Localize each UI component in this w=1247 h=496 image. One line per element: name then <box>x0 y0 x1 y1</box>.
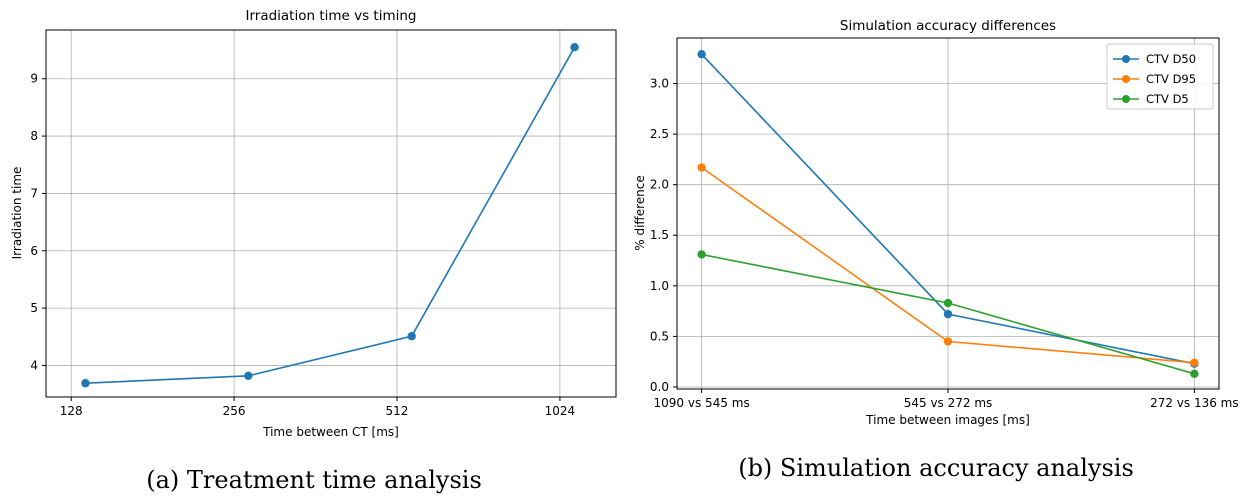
chart-title: Irradiation time vs timing <box>245 8 416 24</box>
x-tick-label: 272 vs 136 ms <box>1150 396 1239 410</box>
x-tick-label: 512 <box>386 404 409 418</box>
y-axis-label: % difference <box>633 175 647 250</box>
plot-area-frame <box>45 29 617 398</box>
data-point <box>697 163 706 172</box>
data-point <box>81 379 90 388</box>
data-point <box>943 309 953 319</box>
x-axis-label: Time between images [ms] <box>865 413 1030 427</box>
legend: CTV D50 CTV D95 CTV D5 <box>1106 43 1214 110</box>
legend-marker <box>1122 95 1130 103</box>
y-tick-label: 2.0 <box>650 178 669 192</box>
data-point <box>1190 358 1199 367</box>
y-tick-label: 0.0 <box>650 380 669 394</box>
legend-box <box>1106 43 1214 110</box>
y-tick-label: 6 <box>30 244 38 258</box>
legend-label: CTV D95 <box>1146 72 1196 86</box>
y-tick-label: 2.5 <box>650 127 669 141</box>
x-axis-label: Time between CT [ms] <box>262 425 399 439</box>
chart-title: Simulation accuracy differences <box>840 18 1056 34</box>
data-point <box>943 337 953 346</box>
data-point <box>407 332 416 341</box>
x-tick-label: 545 vs 272 ms <box>904 396 993 410</box>
data-point <box>570 43 579 52</box>
x-tick-label: 1024 <box>545 404 576 418</box>
y-tick-label: 3.0 <box>650 77 669 91</box>
y-tick-label: 1.0 <box>650 279 669 293</box>
x-tick-label: 256 <box>223 404 246 418</box>
chart-irradiation-time: 128 256 512 1024 4 5 6 7 8 9 Irradiation time vs … <box>10 8 617 494</box>
data-point <box>697 250 706 259</box>
legend-label: CTV D5 <box>1146 92 1189 106</box>
data-point <box>1190 369 1199 379</box>
y-tick-label: 4 <box>30 358 38 372</box>
y-tick-label: 1.5 <box>650 228 669 242</box>
figure-caption: (a) Treatment time analysis <box>146 466 482 494</box>
y-tick-label: 5 <box>30 301 38 315</box>
data-point <box>697 49 706 59</box>
legend-label: CTV D50 <box>1146 52 1196 66</box>
y-tick-label: 7 <box>30 186 38 200</box>
figure-caption: (b) Simulation accuracy analysis <box>738 454 1134 482</box>
y-tick-label: 9 <box>30 72 38 86</box>
y-axis-label: Irradiation time <box>10 167 24 260</box>
legend-marker <box>1122 75 1130 83</box>
legend-marker <box>1122 55 1130 63</box>
data-point <box>943 298 953 308</box>
y-tick-label: 0.5 <box>650 329 669 343</box>
chart-simulation-accuracy: 1090 vs 545 ms 545 vs 272 ms 272 vs 136 ms… <box>633 18 1239 482</box>
x-tick-label: 1090 vs 545 ms <box>654 396 750 410</box>
data-point <box>244 371 253 380</box>
y-tick-label: 8 <box>30 129 38 143</box>
x-tick-label: 128 <box>60 404 83 418</box>
series-line <box>85 46 576 384</box>
